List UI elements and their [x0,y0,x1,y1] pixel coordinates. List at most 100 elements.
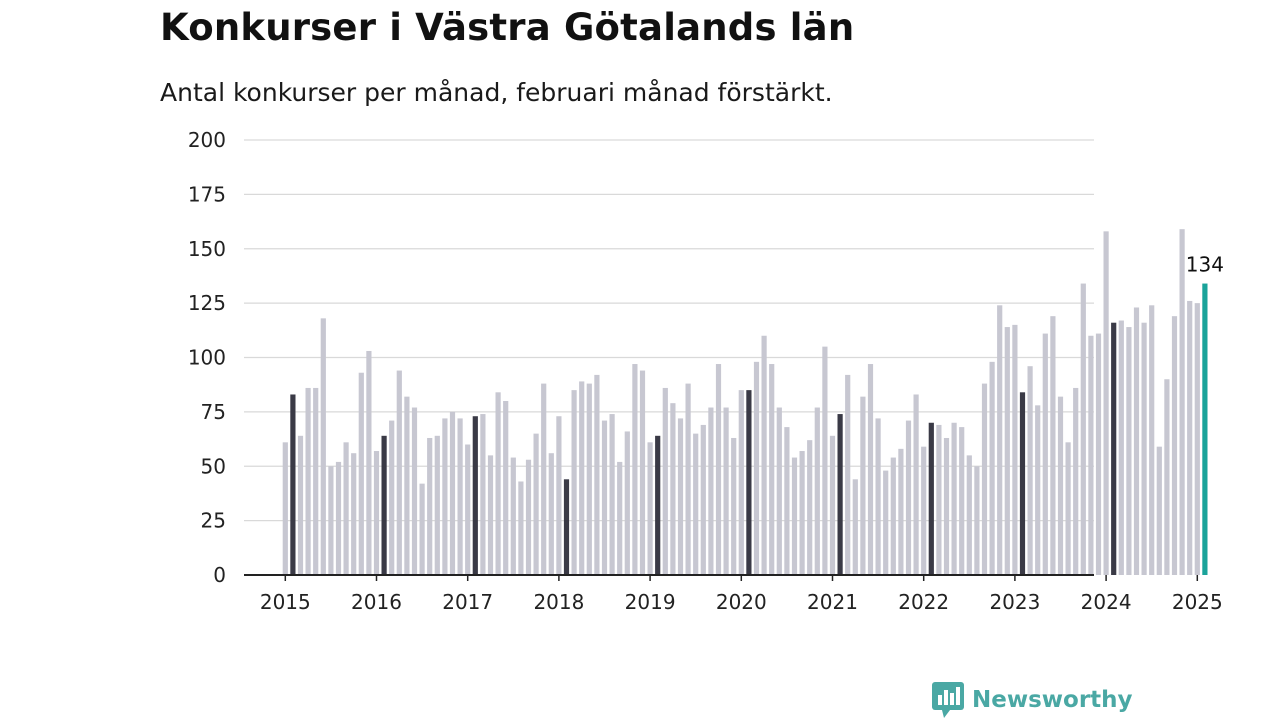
bar [495,392,501,575]
bar [700,424,706,575]
bar [822,346,828,575]
bar [556,416,562,575]
bar [541,383,547,575]
bar [1035,405,1041,575]
x-tick-label: 2017 [442,590,493,614]
brand-name: Newsworthy [972,687,1133,713]
data-labels: 134 [1186,253,1224,277]
bar [548,453,554,575]
bar [351,453,357,575]
bar [807,440,813,575]
bar [594,374,600,575]
february-bar [563,479,570,575]
bar [845,374,851,575]
bar [396,370,402,575]
february-bar [381,435,387,575]
bar-chart-logo-icon [932,682,964,718]
bar [1194,303,1200,575]
bar [829,435,836,575]
bar [518,481,524,575]
x-tick-label: 2025 [1172,590,1223,614]
bar [1103,231,1109,575]
bar [814,407,820,575]
y-tick-label: 75 [201,400,226,424]
bar [951,422,957,575]
y-tick-label: 25 [201,509,226,533]
bar [905,420,912,575]
bar [1156,446,1162,575]
bar [624,431,630,575]
x-tick-label: 2016 [351,590,402,614]
bar [639,370,646,575]
february-bar [1111,322,1117,575]
x-tick-label: 2019 [625,590,676,614]
bar [890,457,896,575]
bars [282,229,1208,576]
bar [449,411,456,575]
y-tick-label: 0 [213,563,226,587]
bar [989,361,995,575]
bar [1141,322,1147,575]
bar [1088,335,1094,575]
february-bar [837,414,843,575]
bar [738,390,744,575]
bar [959,427,965,575]
x-tick-label: 2024 [1081,590,1132,614]
latest-value-label: 134 [1186,253,1224,277]
bar [731,437,737,575]
bar [647,442,653,575]
bar [936,424,942,575]
bar [1149,305,1155,575]
bar [1065,442,1071,575]
bar [434,435,440,575]
latest-bar [1202,283,1208,575]
bar [1073,387,1079,575]
x-tick-label: 2021 [807,590,858,614]
x-tick-label: 2015 [260,590,311,614]
x-tick-label: 2018 [533,590,584,614]
bar [282,442,288,575]
x-axis-ticks: 2015 2016 2017 2018 2019 2020 2021 2022 2023 2024… [260,575,1223,614]
bar [1012,324,1018,575]
bar [776,407,782,575]
bar [997,305,1003,575]
bar [867,364,874,575]
bar [769,364,775,575]
chart-title: Konkurser i Västra Götalands län [160,6,855,49]
y-axis-ticks: 0 25 50 75 100 125 150 175 200 [188,128,226,587]
bar [427,437,433,575]
bar [799,451,805,575]
chart-subtitle: Antal konkurser per månad, februari måna… [160,78,833,107]
bar [510,457,516,575]
bar [313,387,319,575]
bar [358,372,364,575]
bar [1187,300,1193,575]
bar [487,455,494,575]
february-bar [928,422,934,575]
bar [1126,327,1132,575]
bar [1050,316,1056,575]
bar [693,433,699,575]
newsworthy-logo: Newsworthy [932,682,1133,718]
bar [503,401,509,575]
bar [419,483,425,575]
february-bar [655,435,661,575]
x-tick-label: 2023 [989,590,1040,614]
x-tick-label: 2020 [716,590,767,614]
bar [875,418,881,575]
february-bar [746,390,752,575]
bar [617,461,623,575]
bar [571,390,577,575]
bar [533,433,539,575]
x-tick-label: 2022 [898,590,949,614]
bar [860,396,866,575]
y-tick-label: 100 [188,346,226,370]
bar [579,381,585,575]
bar [328,466,334,575]
bar [708,407,714,575]
bar [883,470,889,575]
bar [1027,366,1033,575]
bar [297,435,304,575]
bar [1118,320,1124,575]
